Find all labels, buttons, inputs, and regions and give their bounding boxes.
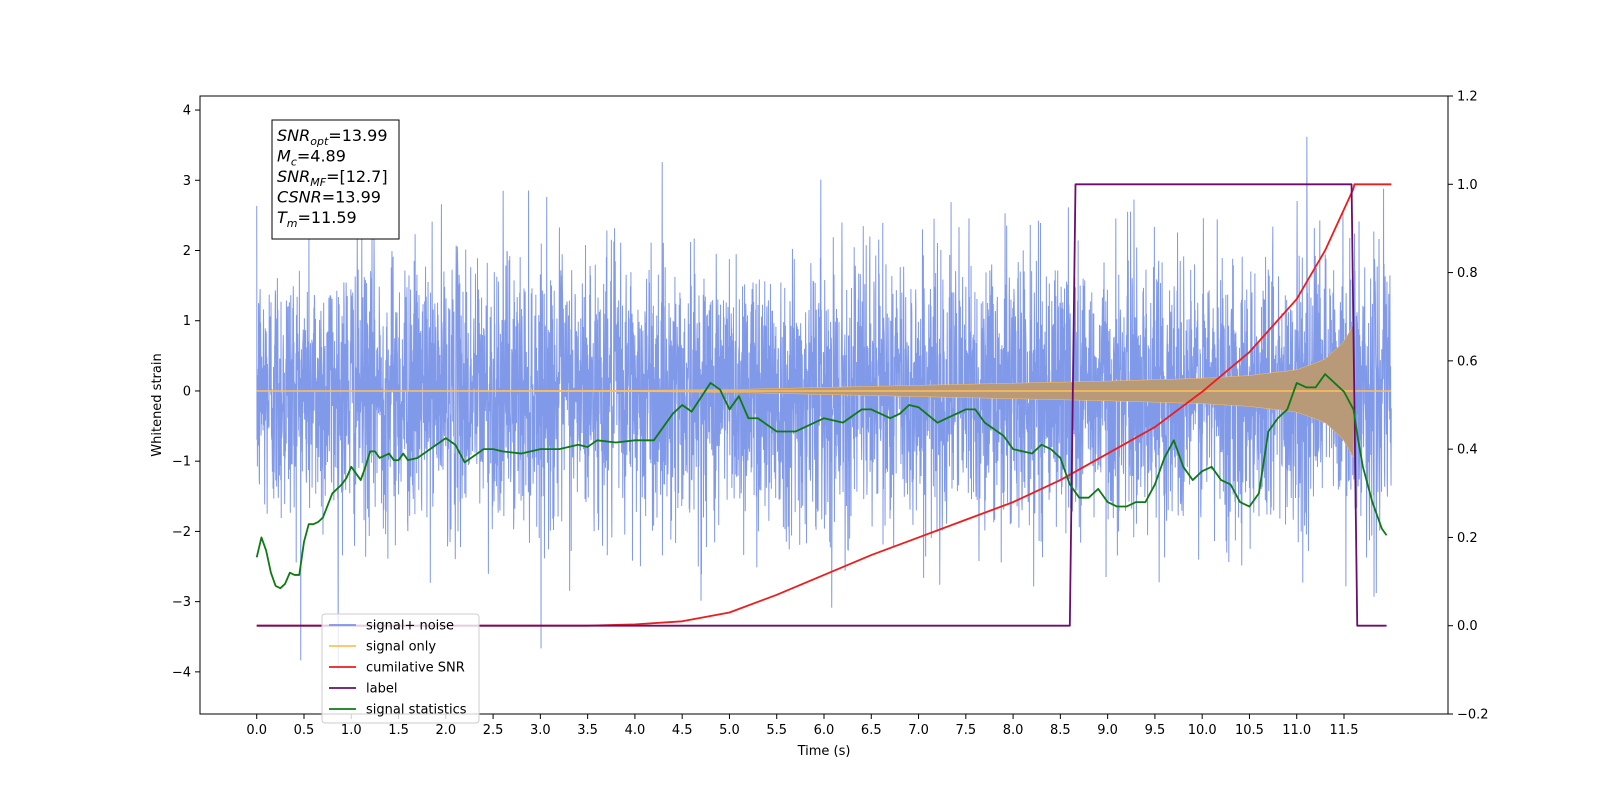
- annotation-line: Tm=11.59: [277, 208, 357, 230]
- legend-label: signal statistics: [366, 703, 467, 718]
- y-axis-label: Whitened strain: [150, 353, 165, 456]
- x-tick-label: 4.0: [625, 723, 646, 738]
- y-tick-label-left: −4: [172, 665, 191, 680]
- annotation-symbol: CSNR: [277, 188, 322, 207]
- series-signal-statistics: [255, 373, 1388, 590]
- legend-frame: [321, 613, 480, 724]
- y-tick-label-right: 1.2: [1457, 90, 1478, 105]
- x-tick-label: 11.5: [1330, 723, 1359, 738]
- y-tick-label-right: 0.2: [1457, 531, 1478, 546]
- y-tick-label-left: −2: [172, 525, 191, 540]
- annotation-symbol: M: [277, 147, 291, 166]
- x-tick-label: 8.0: [1003, 723, 1024, 738]
- x-tick-label: 6.0: [814, 723, 835, 738]
- y-tick-label-left: 3: [183, 174, 191, 189]
- series-cumulative-snr: [256, 183, 1392, 627]
- annotation-value: =[12.7]: [326, 167, 388, 186]
- legend-label: signal+ noise: [366, 619, 454, 634]
- x-axis: 0.0 0.5 1.0 1.5 2.0 2.5 3.0 3.5 4.0 4.5 5.0 5.5 6.0 6…: [246, 714, 1358, 738]
- x-axis-label: Time (s): [797, 744, 851, 759]
- x-tick-label: 6.5: [861, 723, 882, 738]
- y-axis-left: 4 3 2 1 0 −1 −2 −3 −4: [172, 104, 200, 680]
- x-tick-label: 0.5: [294, 723, 315, 738]
- annotation-box: SNRopt=13.99Mc=4.89SNRMF=[12.7]CSNR=13.9…: [271, 119, 400, 240]
- annotation-value: =13.99: [322, 188, 381, 207]
- annotation-value: =11.59: [298, 208, 357, 227]
- y-tick-label-left: 1: [183, 314, 191, 329]
- x-tick-label: 3.5: [577, 723, 598, 738]
- y-tick-label-left: 4: [183, 104, 191, 119]
- annotation-symbol: SNR: [277, 126, 310, 145]
- x-tick-label: 0.0: [246, 723, 267, 738]
- x-tick-label: 3.0: [530, 723, 551, 738]
- legend-label: cumilative SNR: [366, 661, 465, 676]
- y-tick-label-left: −3: [172, 595, 191, 610]
- y-tick-label-right: 0.4: [1457, 443, 1478, 458]
- x-tick-label: 10.0: [1188, 723, 1217, 738]
- x-tick-label: 5.5: [766, 723, 787, 738]
- x-tick-label: 11.0: [1282, 723, 1311, 738]
- annotation-subscript: m: [287, 217, 298, 230]
- x-tick-label: 1.0: [341, 723, 362, 738]
- x-tick-label: 2.5: [483, 723, 504, 738]
- annotation-line: SNRMF=[12.7]: [277, 167, 388, 189]
- x-tick-label: 4.5: [672, 723, 693, 738]
- legend: signal+ noise signal only cumilative SNR la…: [321, 613, 480, 724]
- x-tick-label: 10.5: [1235, 723, 1264, 738]
- x-tick-label: 1.5: [388, 723, 409, 738]
- annotation-line: SNRopt=13.99: [277, 126, 388, 148]
- annotation-subscript: opt: [310, 135, 329, 148]
- legend-label: signal only: [366, 640, 436, 655]
- annotation-subscript: MF: [310, 176, 326, 189]
- x-tick-label: 5.0: [719, 723, 740, 738]
- annotation-frame: [271, 119, 400, 240]
- annotation-symbol: T: [277, 208, 288, 227]
- annotation-value: =4.89: [297, 147, 346, 166]
- x-tick-label: 7.5: [955, 723, 976, 738]
- legend-label: label: [366, 682, 397, 697]
- y-tick-label-right: −0.2: [1457, 708, 1489, 723]
- annotation-line: CSNR=13.99: [277, 188, 381, 207]
- x-tick-label: 2.0: [435, 723, 456, 738]
- x-tick-label: 8.5: [1050, 723, 1071, 738]
- annotation-line: Mc=4.89: [277, 147, 346, 169]
- annotation-symbol: SNR: [277, 167, 310, 186]
- annotation-value: =13.99: [328, 126, 387, 145]
- y-tick-label-left: 2: [183, 244, 191, 259]
- y-tick-label-right: 0.8: [1457, 266, 1478, 281]
- y-axis-right: 1.2 1.0 0.8 0.6 0.4 0.2 0.0 −0.2: [1448, 90, 1489, 723]
- annotation-subscript: c: [291, 156, 297, 169]
- series-label: [256, 183, 1387, 627]
- y-tick-label-left: −1: [172, 455, 191, 470]
- plot-area: [255, 136, 1392, 671]
- x-tick-label: 9.0: [1097, 723, 1118, 738]
- x-tick-label: 9.5: [1145, 723, 1166, 738]
- y-tick-label-right: 1.0: [1457, 178, 1478, 193]
- series-signal-noise: [256, 136, 1392, 671]
- y-tick-label-left: 0: [183, 384, 191, 399]
- x-tick-label: 7.0: [908, 723, 929, 738]
- y-tick-label-right: 0.0: [1457, 619, 1478, 634]
- y-tick-label-right: 0.6: [1457, 354, 1478, 369]
